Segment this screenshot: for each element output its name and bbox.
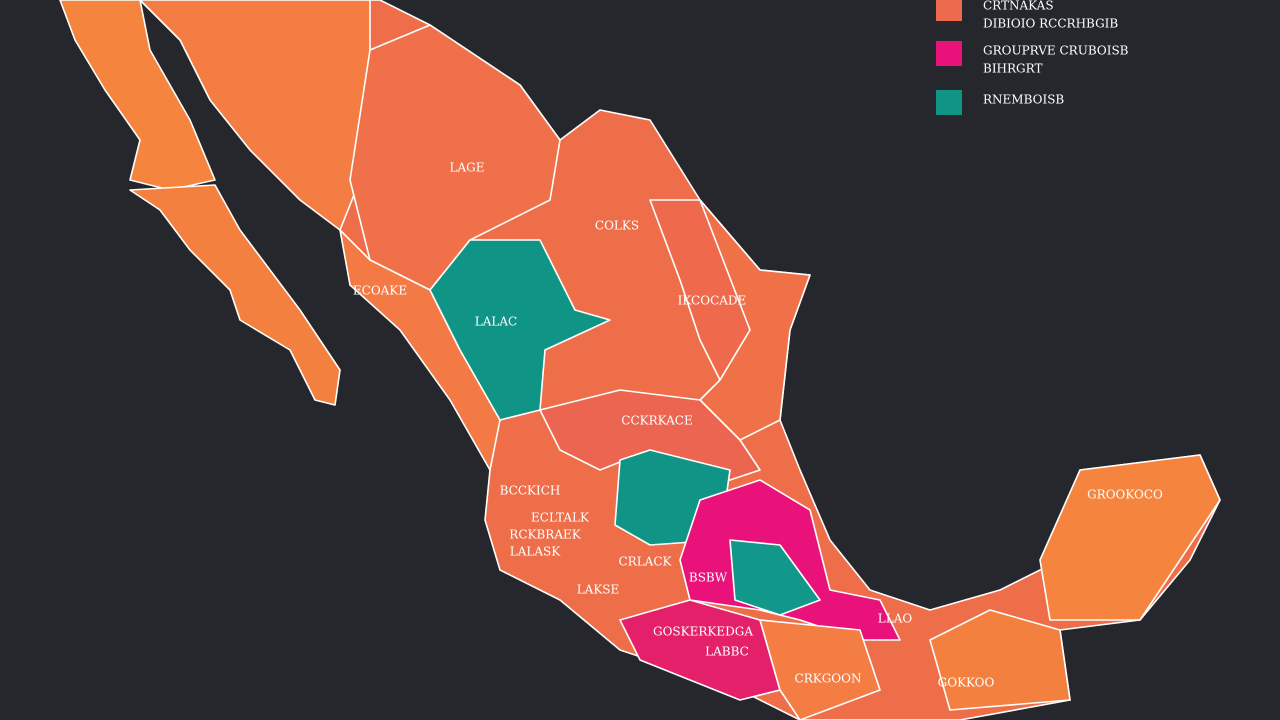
- chiapas: [929, 609, 1071, 711]
- region-label: LALASK: [510, 545, 561, 559]
- region-label: BSBW: [689, 571, 728, 585]
- region-label: CRLACK: [619, 555, 673, 569]
- region-label: LAKSE: [577, 583, 620, 597]
- region-label: GROOKOCO: [1087, 488, 1163, 502]
- region-label: GOSKERKEDGA: [653, 625, 753, 639]
- legend-label: DIBIOIO RCCRHBGIB: [983, 17, 1118, 31]
- region-label: LAGE: [450, 161, 485, 175]
- legend-label: RNEMBOISB: [983, 93, 1064, 107]
- oaxaca: [759, 619, 881, 720]
- durango: [429, 239, 611, 421]
- legend-swatch: [936, 0, 962, 21]
- region-label: LLAO: [878, 612, 913, 626]
- yucatan: [1039, 454, 1221, 621]
- region-label: CCKRKACE: [621, 414, 692, 428]
- legend-swatch: [936, 90, 962, 115]
- legend-label: CRTNAKAS: [983, 0, 1054, 13]
- region-label: LABBC: [705, 645, 749, 659]
- legend-label: GROUPRVE CRUBOISB: [983, 44, 1129, 58]
- baja-south: [129, 184, 341, 406]
- region-label: LALAC: [475, 315, 517, 329]
- region-label: CRKGOON: [795, 672, 862, 686]
- center-teal-2: [729, 539, 821, 616]
- chihuahua: [349, 24, 561, 291]
- region-label: IKCOCADE: [678, 294, 747, 308]
- sonora: [139, 0, 371, 231]
- legend-swatch: [936, 41, 962, 66]
- tamaulipas: [699, 199, 811, 441]
- region-label: GOKKOO: [938, 676, 995, 690]
- sinaloa: [339, 229, 501, 471]
- legend: CRTNAKAS DIBIOIO RCCRHBGIB GROUPRVE CRUBOI…: [936, 0, 1129, 115]
- region-labels: LAGE COLKS ECOAKE LALAC IKCOCADE CCKRKACE BCCK…: [353, 161, 1163, 690]
- land: [59, 0, 1221, 720]
- legend-label: BIHRGRT: [983, 62, 1042, 76]
- region-label: ECOAKE: [353, 284, 407, 298]
- region-label: ECLTALK: [531, 511, 590, 525]
- region-label: BCCKICH: [500, 484, 561, 498]
- region-label: COLKS: [595, 219, 639, 233]
- region-label: RCKBRAEK: [509, 528, 581, 542]
